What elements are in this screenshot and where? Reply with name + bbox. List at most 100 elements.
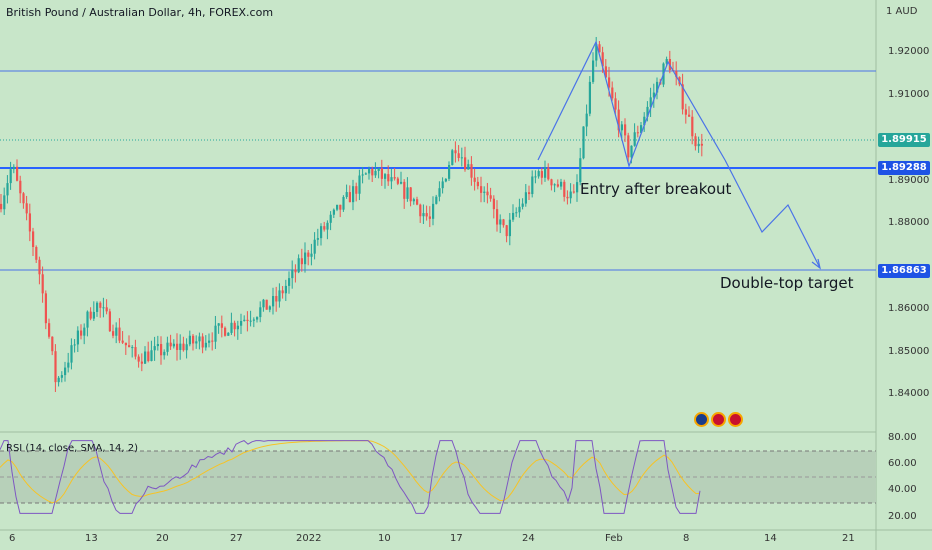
candle-body — [48, 323, 51, 337]
uk-flag-icon[interactable] — [728, 412, 743, 427]
symbol-title[interactable]: British Pound / Australian Dollar, 4h, F… — [6, 6, 274, 19]
candle-body — [339, 204, 342, 210]
time-axis-label: 20 — [156, 533, 169, 544]
time-axis-label: 8 — [683, 533, 690, 544]
candle-body — [582, 126, 585, 159]
candle-body — [60, 375, 63, 378]
economic-events[interactable] — [694, 412, 743, 427]
candle-body — [614, 98, 617, 110]
candle-body — [454, 150, 457, 154]
candle-body — [137, 356, 140, 362]
price-axis-label: 1.84000 — [888, 388, 930, 399]
rsi-axis-label: 80.00 — [888, 432, 917, 443]
candle-body — [361, 174, 364, 176]
candle-body — [409, 187, 412, 202]
uk-flag-icon[interactable] — [711, 412, 726, 427]
candle-body — [316, 238, 319, 240]
candle-body — [604, 66, 607, 78]
candle-body — [675, 71, 678, 78]
candle-body — [608, 77, 611, 88]
time-axis-label: Feb — [605, 533, 623, 544]
candle-body — [652, 92, 655, 98]
rsi-indicator-title[interactable]: RSI (14, close, SMA, 14, 2) — [6, 443, 139, 454]
candle-body — [624, 124, 627, 136]
candle-body — [249, 320, 252, 322]
price-axis-label: 1.88000 — [888, 217, 930, 228]
candle-body — [28, 213, 31, 232]
candle-body — [195, 341, 198, 344]
time-axis-label: 6 — [9, 533, 16, 544]
price-axis-label: 1.86000 — [888, 303, 930, 314]
candle-body — [220, 323, 223, 328]
candle-body — [64, 367, 67, 376]
candle-body — [451, 150, 454, 166]
candle-body — [144, 351, 147, 364]
candle-body — [512, 212, 515, 220]
candle-body — [201, 336, 204, 348]
candle-body — [172, 343, 175, 347]
candle-body — [230, 322, 233, 333]
candle-body — [102, 307, 105, 309]
candle-body — [364, 173, 367, 175]
candle-body — [44, 293, 47, 324]
candle-body — [390, 177, 393, 182]
candle-body — [544, 167, 547, 178]
candle-body — [630, 145, 633, 158]
candle-body — [355, 186, 358, 194]
candle-body — [393, 177, 396, 179]
candle-body — [547, 167, 550, 180]
candle-body — [268, 306, 271, 310]
candle-body — [86, 311, 89, 328]
candle-body — [617, 109, 620, 131]
candle-body — [665, 58, 668, 64]
candle-body — [300, 258, 303, 265]
candle-body — [265, 299, 268, 310]
candle-body — [310, 253, 313, 257]
candle-body — [640, 125, 643, 133]
candle-body — [588, 81, 591, 114]
candle-body — [246, 319, 249, 321]
candle-body — [243, 319, 246, 321]
candle-body — [54, 351, 57, 383]
candle-body — [694, 136, 697, 147]
candle-body — [284, 285, 287, 294]
australia-flag-icon[interactable] — [694, 412, 709, 427]
candle-body — [518, 206, 521, 213]
candle-body — [329, 214, 332, 223]
candle-body — [499, 219, 502, 225]
candle-body — [374, 170, 377, 176]
candle-body — [121, 340, 124, 343]
candle-body — [425, 213, 428, 217]
candle-body — [556, 184, 559, 187]
candle-body — [326, 222, 329, 230]
candle-body — [515, 212, 518, 214]
candle-body — [537, 171, 540, 177]
candle-body — [620, 124, 623, 131]
candle-body — [22, 193, 25, 204]
candle-body — [684, 109, 687, 115]
candle-body — [198, 336, 201, 342]
candle-body — [348, 192, 351, 203]
candle-body — [601, 52, 604, 67]
candle-body — [80, 330, 83, 336]
candle-body — [294, 269, 297, 273]
candle-body — [480, 186, 483, 193]
target-level-tag: 1.86863 — [878, 264, 930, 278]
candle-body — [217, 323, 220, 326]
candle-body — [464, 157, 467, 170]
candle-body — [214, 325, 217, 342]
candle-body — [470, 164, 473, 178]
candle-body — [323, 226, 326, 230]
candle-body — [540, 171, 543, 178]
candle-body — [700, 143, 703, 146]
candle-body — [697, 143, 700, 147]
candle-body — [281, 290, 284, 294]
candle-body — [83, 327, 86, 336]
candle-body — [448, 165, 451, 179]
candle-body — [435, 196, 438, 204]
candle-body — [99, 302, 102, 308]
candle-body — [432, 203, 435, 219]
candle-body — [428, 216, 431, 219]
candle-body — [240, 320, 243, 326]
